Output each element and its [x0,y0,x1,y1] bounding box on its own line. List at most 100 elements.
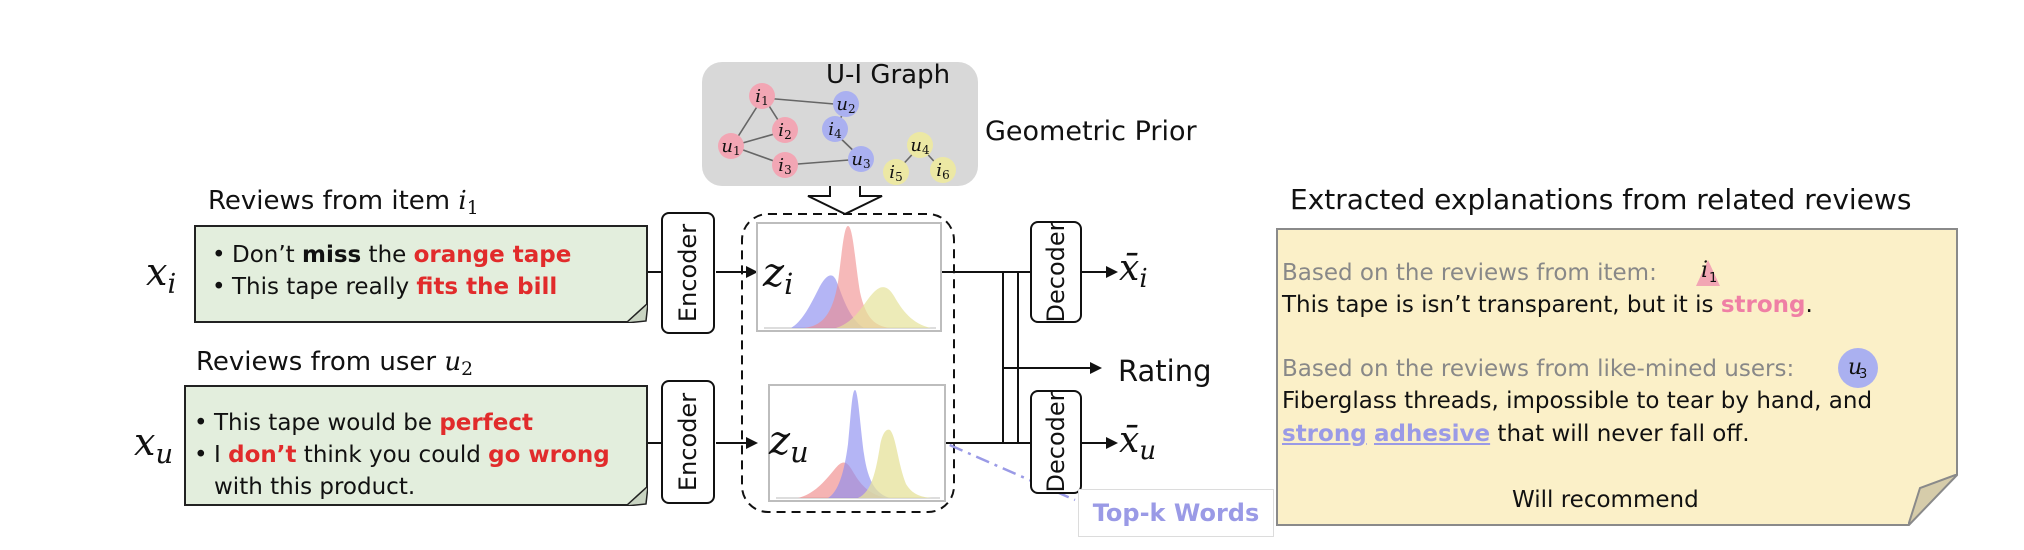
user-input-letter: x [134,420,156,464]
output-sub: i [1139,264,1148,295]
decoder-label: Decoder [1042,391,1070,493]
output-sub: u [1139,436,1156,467]
item-reviews-title-sub: 1 [466,198,479,220]
user-intro-text: Based on the reviews from like-mined use… [1282,356,1795,382]
encoder-label: Encoder [674,223,702,323]
user-explanation-intro: Based on the reviews from like-mined use… [1282,356,1794,382]
page-curl [1908,474,1958,526]
user-input-var: xu [134,420,173,470]
item-reconstruction-var: x̄i [1119,248,1148,294]
graph-node-letter: i [889,161,896,183]
user-latent-var: zu [769,418,809,469]
user-review-box: This tape would be perfect I don’t think… [184,385,648,506]
user-explanation-text-1: Fiberglass threads, impossible to tear b… [1282,388,1873,414]
exp-highlight-pink: strong [1720,292,1806,318]
page-curl [626,486,648,506]
graph-node-letter: u [836,93,848,115]
user-encoder-block: Encoder [661,380,715,504]
review-text: with this product. [214,474,416,500]
review-text: Don’t [232,242,302,268]
page-curl [626,303,648,323]
item-decoder-block: Decoder [1030,221,1082,323]
decoder-label: Decoder [1042,221,1070,323]
user-reviews-title: Reviews from user u2 [196,347,473,381]
review-text: I [214,442,229,468]
user-decoder-block: Decoder [1030,390,1082,494]
review-highlight-red: perfect [439,410,533,436]
item-node-sub: 1 [1709,271,1718,286]
graph-node-sub: 3 [784,163,792,177]
item-input-letter: x [146,250,168,294]
explanation-panel: Based on the reviews from item: i 1 This… [1276,228,1958,526]
latent-letter: z [763,250,785,296]
review-highlight-red: fits the bill [416,274,558,300]
latent-dashed-frame [741,213,955,513]
graph-node-letter: i [778,154,785,176]
encoder-label: Encoder [674,392,702,492]
user-reviews-title-var: u [444,347,462,377]
graph-node-sub: 5 [895,170,903,184]
user-explanation-text-2: strong adhesive that will never fall off… [1282,421,1750,447]
item-reviews-title-text: Reviews from item [208,186,451,216]
topk-words-label: Top-k Words [1078,489,1274,537]
item-review-box: Don’t miss the orange tape This tape rea… [194,225,648,323]
review-text: This tape really [232,274,417,300]
item-explanation-intro: Based on the reviews from item: [1282,260,1657,286]
item-reviews-title: Reviews from item i1 [208,186,479,220]
item-node-letter: i [1701,258,1709,283]
user-review-line: This tape would be perfect [192,407,646,439]
latent-letter: z [769,418,791,464]
output-letter: x̄ [1119,248,1140,289]
graph-node-sub: 1 [732,144,741,158]
graph-node-sub: 2 [847,102,856,116]
graph-node-letter: u [851,148,863,170]
item-intro-text: Based on the reviews from item: [1282,260,1657,286]
review-text: think you could [296,442,489,468]
user-review-line-cont: with this product. [192,471,646,503]
user-input-sub: u [155,438,174,470]
review-text: This tape would be [214,410,440,436]
graph-node-sub: 4 [834,127,842,141]
graph-node-letter: u [721,135,733,157]
item-latent-var: zi [763,250,793,301]
recommendation-conclusion: Will recommend [1512,487,1699,513]
item-review-line: Don’t miss the orange tape [210,239,646,271]
dist-curve-yellow [858,429,932,498]
exp-text: . [1805,292,1813,318]
ui-graph-title: U-I Graph [826,60,951,90]
prior-arrow [807,186,883,216]
exp-text: that will never fall off. [1490,421,1750,447]
item-input-sub: i [167,268,177,300]
exp-highlight-purple: strong [1282,421,1367,447]
graph-node-sub: 4 [921,143,930,157]
graph-node-sub: 6 [942,168,950,182]
dist-curve-blue [828,390,890,498]
review-highlight-bold: miss [302,242,362,268]
user-reviews-title-sub: 2 [461,359,473,381]
graph-node-letter: i [936,159,943,181]
item-explanation-text: This tape is isn’t transparent, but it i… [1282,292,1813,318]
explanation-title: Extracted explanations from related revi… [1290,183,1912,216]
item-latent-distributions [764,226,936,329]
graph-node-letter: i [778,119,785,141]
user-node-sub: 3 [1859,367,1868,382]
dist-curve-yellow [836,287,931,328]
graph-node-letter: u [910,134,922,156]
latent-sub: u [790,435,809,470]
user-node-badge: u 3 [1838,348,1878,388]
user-latent-distributions [776,390,940,499]
latent-sub: i [784,267,794,302]
graph-node-sub: 1 [761,94,769,108]
user-reconstruction-var: x̄u [1119,420,1156,466]
review-highlight-red: orange tape [413,242,572,268]
item-review-line: This tape really fits the bill [210,271,646,303]
